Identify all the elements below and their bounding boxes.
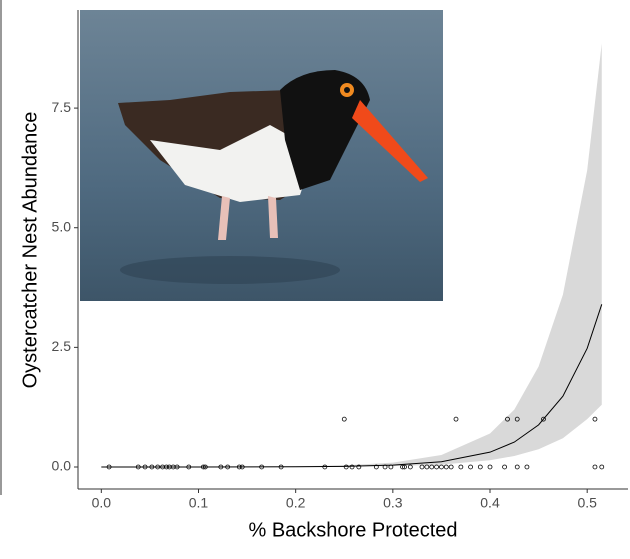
point xyxy=(106,464,112,470)
point xyxy=(164,464,169,470)
point xyxy=(225,464,231,470)
point xyxy=(487,464,493,470)
point xyxy=(541,416,546,422)
point xyxy=(349,464,355,470)
point xyxy=(402,464,407,470)
point xyxy=(505,416,510,422)
point xyxy=(429,464,435,470)
point xyxy=(599,464,605,470)
point xyxy=(424,464,430,470)
point xyxy=(439,464,444,470)
point xyxy=(458,464,464,470)
point xyxy=(155,464,161,470)
point xyxy=(186,464,192,470)
point xyxy=(200,464,206,470)
point xyxy=(142,464,148,470)
y-tick-label: 2.5 xyxy=(52,338,72,354)
point xyxy=(259,464,265,470)
x-tick-label: 0.0 xyxy=(92,495,112,511)
x-tick-label: 0.3 xyxy=(383,495,403,511)
point xyxy=(202,464,208,470)
point xyxy=(149,464,155,470)
point xyxy=(341,416,347,422)
confidence-band xyxy=(101,43,602,467)
point xyxy=(343,464,349,470)
point xyxy=(502,464,507,470)
point xyxy=(592,464,598,470)
x-tick-label: 0.1 xyxy=(189,495,209,511)
plot-area: 0.0 0.1 0.2 0.3 0.4 0.5 0.0 2.5 5.0 7.5 xyxy=(52,10,628,511)
point xyxy=(448,464,454,470)
point xyxy=(468,464,473,470)
point xyxy=(218,464,224,470)
point xyxy=(239,464,245,470)
y-axis-label: Oystercatcher Nest Abundance xyxy=(19,112,41,389)
point xyxy=(514,464,520,470)
x-tick-label: 0.2 xyxy=(286,495,306,511)
x-tick-label: 0.5 xyxy=(577,495,597,511)
y-tick-label: 7.5 xyxy=(52,99,72,115)
point xyxy=(477,464,483,470)
bird-photo xyxy=(80,10,443,301)
point xyxy=(174,464,180,470)
point xyxy=(453,416,459,422)
point xyxy=(419,464,425,470)
point xyxy=(382,464,388,470)
point xyxy=(400,464,405,470)
point xyxy=(356,464,362,470)
point xyxy=(236,464,242,470)
point xyxy=(278,464,284,470)
point xyxy=(388,464,394,470)
point xyxy=(434,464,439,470)
point xyxy=(373,464,379,470)
point xyxy=(514,416,520,422)
point xyxy=(443,464,449,470)
point xyxy=(322,464,328,470)
y-tick-label: 0.0 xyxy=(52,458,72,474)
y-tick-label: 5.0 xyxy=(52,218,72,234)
x-tick-label: 0.4 xyxy=(480,495,500,511)
point xyxy=(407,464,413,470)
point xyxy=(135,464,141,470)
point xyxy=(524,464,530,470)
x-axis-label: % Backshore Protected xyxy=(249,519,458,541)
point xyxy=(592,416,598,422)
